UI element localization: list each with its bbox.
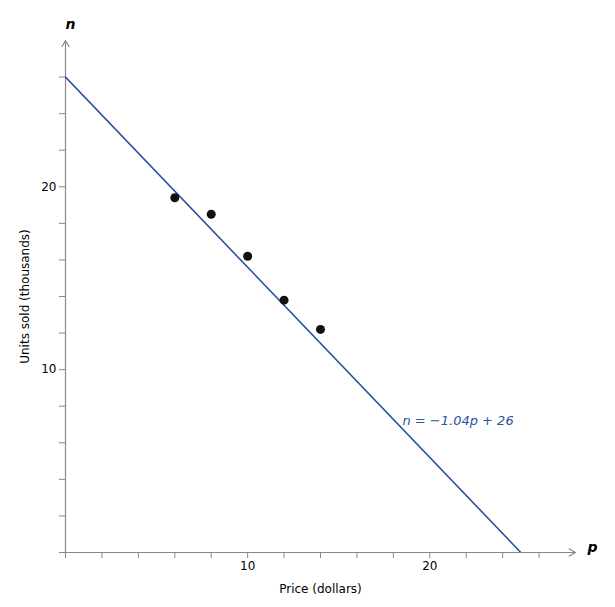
svg-text:n: n (66, 16, 76, 32)
svg-text:Units sold (thousands): Units sold (thousands) (18, 229, 32, 364)
svg-text:p: p (587, 539, 598, 555)
svg-text:10: 10 (240, 559, 255, 573)
svg-text:20: 20 (422, 559, 437, 573)
svg-text:Price (dollars): Price (dollars) (279, 582, 362, 596)
svg-text:10: 10 (41, 362, 56, 376)
svg-text:20: 20 (41, 180, 56, 194)
svg-text:n = −1.04p + 26: n = −1.04p + 26 (402, 413, 513, 428)
